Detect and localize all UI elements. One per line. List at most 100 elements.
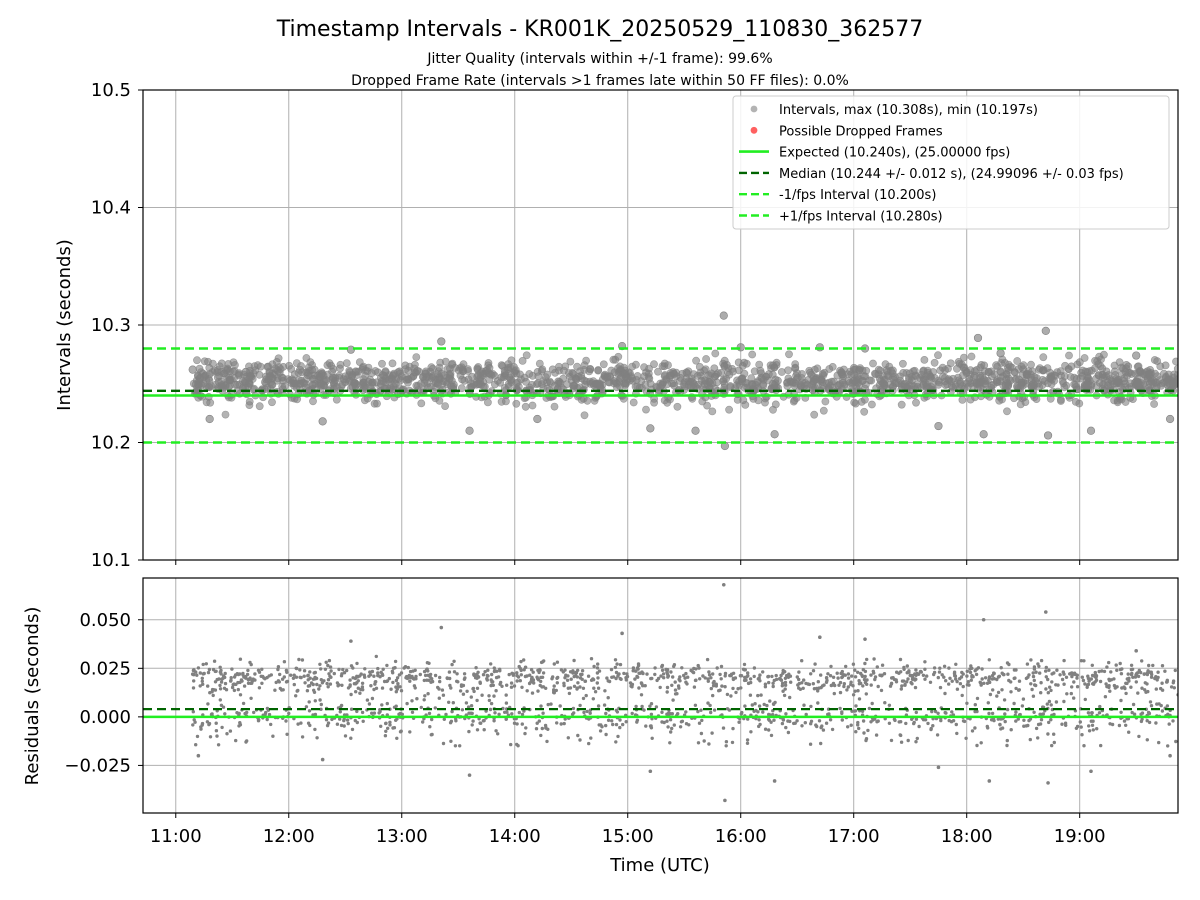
residual-point <box>303 681 307 685</box>
residual-point <box>540 675 545 679</box>
residual-point <box>711 693 715 698</box>
residual-point <box>1134 672 1139 676</box>
residual-point <box>947 682 951 686</box>
residual-point-outlier <box>196 753 201 758</box>
residual-point <box>996 717 1000 721</box>
interval-point <box>607 366 616 375</box>
interval-point <box>1117 382 1125 391</box>
residual-point <box>964 736 968 740</box>
residual-point <box>422 669 427 674</box>
residual-point <box>475 686 480 690</box>
time-tick-label: 17:00 <box>828 826 880 847</box>
residual-point <box>358 691 362 695</box>
interval-point <box>292 359 301 367</box>
interval-point <box>821 397 830 406</box>
residual-point <box>1017 679 1022 683</box>
residual-point <box>609 667 614 672</box>
residual-point <box>869 683 873 687</box>
interval-point <box>1013 357 1022 365</box>
residual-point <box>967 683 971 687</box>
interval-point <box>819 406 828 415</box>
residual-point <box>654 705 659 709</box>
intervals-frame <box>142 89 1179 561</box>
residual-point <box>630 685 634 689</box>
residual-point <box>1032 678 1037 683</box>
residual-point <box>1172 686 1177 690</box>
residual-point <box>369 684 373 688</box>
residual-point <box>990 711 995 716</box>
residual-point <box>1050 680 1054 684</box>
residual-point <box>846 676 851 680</box>
residual-point <box>889 681 894 685</box>
residual-point <box>453 744 458 748</box>
interval-point <box>711 372 719 381</box>
residual-point <box>665 712 669 716</box>
interval-point <box>850 376 859 385</box>
residual-point <box>250 681 254 685</box>
interval-point <box>510 369 519 377</box>
residual-point <box>1086 682 1091 687</box>
residual-point <box>447 700 451 704</box>
residual-point <box>1086 711 1091 715</box>
interval-point <box>759 381 768 390</box>
residual-point <box>694 678 698 682</box>
interval-point <box>734 358 743 367</box>
interval-point <box>858 377 867 386</box>
interval-point <box>545 377 554 386</box>
residual-point <box>669 730 673 734</box>
residual-point <box>388 723 392 727</box>
residual-point <box>1026 675 1030 679</box>
residual-point <box>622 671 626 676</box>
residual-point <box>485 677 489 681</box>
residual-point <box>739 686 743 690</box>
residual-point <box>909 680 913 685</box>
interval-point <box>412 353 421 361</box>
interval-point-outlier <box>295 379 305 388</box>
residual-point <box>408 730 412 734</box>
residual-point <box>736 687 740 691</box>
interval-point <box>1110 396 1118 405</box>
interval-point <box>966 395 975 404</box>
residual-point <box>537 719 541 723</box>
residual-point <box>527 681 532 686</box>
residual-point <box>373 680 377 684</box>
interval-point-outlier <box>691 426 700 435</box>
residual-point <box>229 676 233 680</box>
interval-point <box>483 366 492 375</box>
interval-point <box>673 402 682 411</box>
residual-point <box>308 723 312 728</box>
residual-point <box>486 668 490 672</box>
interval-point <box>964 378 972 386</box>
residual-point <box>809 704 813 709</box>
interval-point <box>268 398 276 407</box>
residual-point <box>441 693 446 697</box>
residual-point <box>519 668 523 673</box>
residual-point <box>987 676 991 680</box>
interval-point <box>1146 365 1154 374</box>
residual-point <box>484 709 488 713</box>
residual-point <box>539 679 543 684</box>
residual-point <box>257 686 262 690</box>
residual-point <box>752 674 756 679</box>
residual-point <box>898 657 903 662</box>
residual-point <box>983 676 988 680</box>
residual-point <box>529 668 534 672</box>
residual-point <box>346 686 351 690</box>
residual-point <box>845 688 849 692</box>
residual-point <box>597 723 601 727</box>
legend-entry: +1/fps Interval (10.280s) <box>779 210 943 225</box>
residual-point <box>979 681 983 685</box>
interval-point <box>417 399 426 408</box>
residual-point <box>555 721 559 725</box>
interval-point <box>460 376 469 385</box>
residual-point <box>231 683 235 687</box>
residual-point <box>249 662 253 667</box>
residual-point <box>1131 702 1136 707</box>
residual-point <box>232 688 237 693</box>
residual-point <box>1130 671 1134 676</box>
residual-point <box>968 670 973 675</box>
residual-point <box>930 709 934 714</box>
residual-point <box>783 680 788 685</box>
residual-point <box>192 679 196 683</box>
interval-point-outlier <box>241 367 250 377</box>
